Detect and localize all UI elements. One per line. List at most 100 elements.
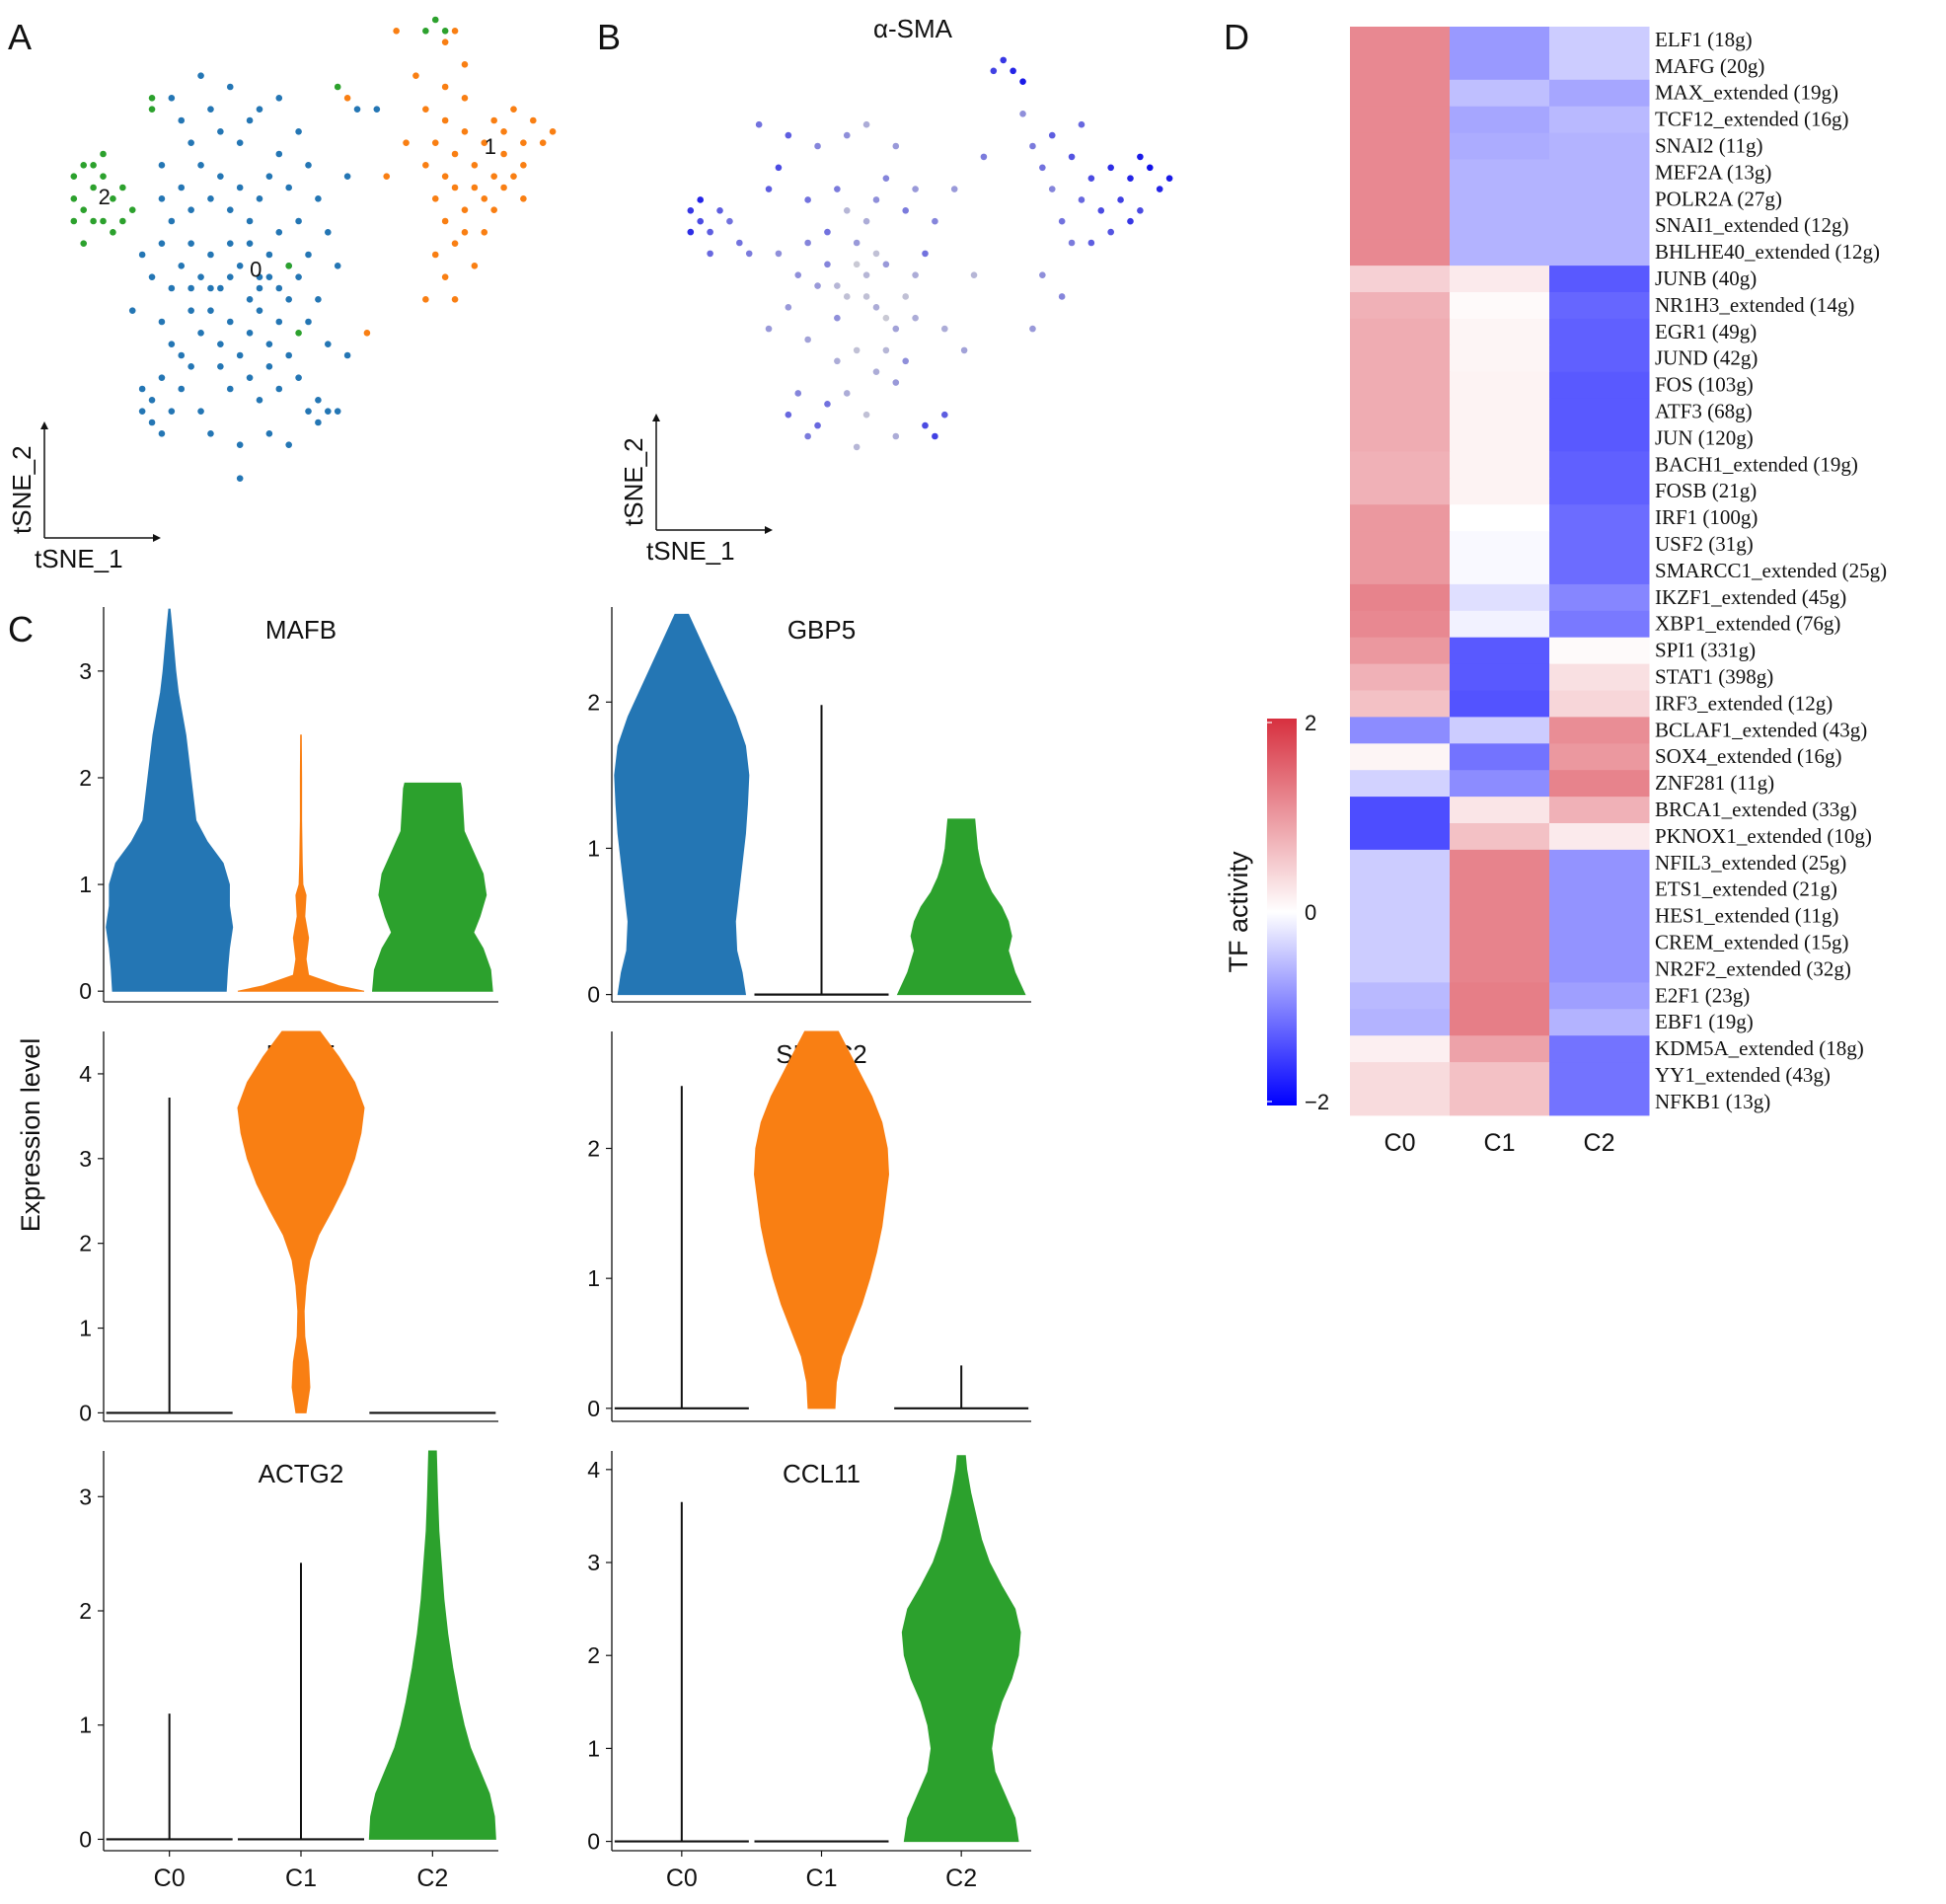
heatmap-cell xyxy=(1450,902,1550,931)
heatmap-cell xyxy=(1350,1062,1451,1090)
heatmap-cell xyxy=(1450,52,1550,81)
cluster-2-point xyxy=(295,330,302,337)
cluster-0-point xyxy=(158,374,166,381)
cluster-1-point xyxy=(441,38,449,45)
tf-activity-heatmap: ELF1 (18g) MAFG (20g) MAX_extended (19g) TC… xyxy=(1224,27,1887,1157)
heatmap-cell xyxy=(1450,398,1550,425)
cluster-0-point xyxy=(256,307,263,314)
asma-point xyxy=(892,142,900,150)
heatmap-cell xyxy=(1549,344,1650,373)
heatmap-cell xyxy=(1350,186,1451,213)
violin-y-axis-label: Expression level xyxy=(16,1038,45,1233)
asma-point xyxy=(892,432,900,440)
violin-plots: 0123MAFB012GBP501234RGS5012SMOC20123ACTG… xyxy=(16,607,1031,1892)
asma-point xyxy=(862,411,870,419)
cluster-1-point xyxy=(441,273,449,280)
heatmap-cell xyxy=(1350,106,1451,134)
violin-y-tick-label: 2 xyxy=(587,1136,600,1162)
heatmap-cell xyxy=(1549,79,1650,108)
cluster-0-point xyxy=(305,408,312,415)
asma-point xyxy=(1039,271,1046,278)
cluster-0-point xyxy=(305,251,312,259)
heatmap-cell xyxy=(1350,982,1451,1010)
asma-point xyxy=(755,120,763,128)
heatmap-cell xyxy=(1450,1009,1550,1036)
cluster-1-point xyxy=(383,173,391,180)
asma-point xyxy=(1087,175,1095,182)
violin-y-tick-label: 3 xyxy=(587,1550,600,1575)
cluster-2-point xyxy=(334,83,341,91)
violin-y-tick-label: 1 xyxy=(79,1713,92,1738)
cluster-0-point xyxy=(305,162,312,169)
cluster-0-point xyxy=(148,397,156,404)
cluster-0-point xyxy=(187,363,194,370)
asma-point xyxy=(882,314,890,322)
violin-y-tick-label: 1 xyxy=(79,872,92,897)
cluster-0-point xyxy=(197,408,204,415)
heatmap-row-label: MEF2A (13g) xyxy=(1655,160,1771,184)
heatmap-cell xyxy=(1350,504,1451,532)
cluster-1-point xyxy=(481,195,488,202)
cluster-1-point xyxy=(441,217,449,225)
asma-point xyxy=(785,131,792,139)
cluster-0-point xyxy=(138,408,146,415)
asma-point xyxy=(1107,228,1114,236)
heatmap-row-label: BACH1_extended (19g) xyxy=(1655,452,1858,476)
cluster-2-point xyxy=(90,184,97,191)
heatmap-row-label: IRF3_extended (12g) xyxy=(1655,691,1833,715)
tsne-x-arrowhead xyxy=(765,526,773,534)
heatmap-column-label: C0 xyxy=(1385,1129,1416,1157)
heatmap-cell xyxy=(1350,797,1451,824)
heatmap-row-label: SNAI2 (11g) xyxy=(1655,134,1762,158)
heatmap-cell xyxy=(1350,637,1451,665)
cluster-0-point xyxy=(343,351,351,359)
cluster-2-point xyxy=(285,263,292,269)
violin-y-tick-label: 0 xyxy=(587,1829,600,1855)
cluster-0-point xyxy=(315,397,322,404)
asma-point xyxy=(1097,207,1105,214)
cluster-0-point xyxy=(265,363,273,370)
asma-point xyxy=(775,164,783,172)
cluster-1-point xyxy=(441,173,449,180)
asma-point xyxy=(872,368,880,375)
heatmap-cell xyxy=(1350,27,1451,54)
cluster-1-point xyxy=(451,184,459,191)
heatmap-cell xyxy=(1549,876,1650,904)
asma-point xyxy=(775,250,783,258)
heatmap-cell xyxy=(1549,1062,1650,1090)
cluster-1-point xyxy=(471,184,479,191)
asma-point xyxy=(1127,175,1134,182)
cluster-1-point xyxy=(412,72,419,79)
cluster-1-point xyxy=(481,139,488,146)
heatmap-cell xyxy=(1549,1035,1650,1063)
cluster-1-point xyxy=(520,139,527,146)
asma-point xyxy=(765,325,773,333)
heatmap-cell xyxy=(1450,266,1550,293)
cluster-2-point xyxy=(70,217,78,225)
violin-x-tick-label: C0 xyxy=(666,1865,698,1892)
cluster-0-point xyxy=(373,106,381,113)
cluster-0-point xyxy=(158,240,166,247)
asma-point xyxy=(1068,153,1076,161)
heatmap-cell xyxy=(1350,159,1451,187)
cluster-0-point xyxy=(217,363,224,370)
heatmap-cell xyxy=(1350,424,1451,452)
heatmap-cell xyxy=(1450,504,1550,532)
heatmap-cell xyxy=(1450,531,1550,559)
heatmap-cell xyxy=(1549,797,1650,824)
violin-panel-gbp5: 0 1 2 GBP5 xyxy=(587,607,1031,1008)
asma-point xyxy=(804,239,811,247)
heatmap-cell xyxy=(1450,292,1550,320)
cluster-1-point xyxy=(393,28,400,35)
asma-point xyxy=(834,186,841,192)
heatmap-row-label: SMARCC1_extended (25g) xyxy=(1655,559,1887,582)
cluster-0-point xyxy=(315,195,322,202)
cluster-0-point xyxy=(285,351,292,359)
cluster-0-point xyxy=(158,195,166,202)
asma-point xyxy=(892,325,900,333)
heatmap-cell xyxy=(1549,266,1650,293)
cluster-0-point xyxy=(275,318,283,326)
heatmap-cell xyxy=(1350,1089,1451,1116)
cluster-0-point xyxy=(265,251,273,259)
cluster-0-point xyxy=(178,385,186,393)
